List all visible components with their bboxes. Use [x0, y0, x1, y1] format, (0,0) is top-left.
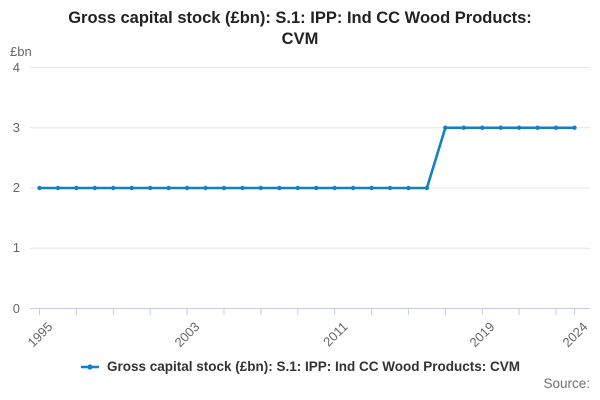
data-point-marker [55, 185, 61, 191]
chart-title: Gross capital stock (£bn): S.1: IPP: Ind… [0, 8, 600, 50]
data-point-marker [369, 185, 374, 191]
y-axis-unit-label: £bn [10, 44, 32, 59]
data-point-marker [350, 185, 356, 191]
y-tick-label: 3 [12, 119, 20, 135]
data-point-marker [258, 185, 264, 191]
data-point-marker [111, 185, 116, 191]
chart-title-line1: Gross capital stock (£bn): S.1: IPP: Ind… [68, 9, 532, 27]
data-point-marker [240, 185, 245, 191]
data-point-marker [92, 185, 98, 191]
data-point-marker [129, 185, 134, 191]
data-point-marker [535, 125, 540, 130]
data-point-marker [516, 125, 522, 130]
data-point-marker [498, 125, 503, 130]
data-point-marker [553, 125, 559, 130]
legend-series-label: Gross capital stock (£bn): S.1: IPP: Ind… [106, 359, 521, 374]
data-point-marker [461, 125, 467, 130]
data-point-marker [480, 125, 485, 130]
legend: Gross capital stock (£bn): S.1: IPP: Ind… [0, 359, 600, 374]
data-point-marker [387, 185, 393, 191]
data-point-marker [314, 185, 319, 191]
data-point-marker [166, 185, 171, 191]
data-point-marker [203, 185, 208, 191]
data-point-marker [147, 185, 153, 191]
source-label: Source: [543, 376, 590, 391]
y-tick-label: 1 [12, 240, 20, 256]
data-point-marker [295, 185, 300, 191]
data-point-marker [424, 185, 430, 191]
data-point-marker [406, 185, 411, 191]
chart-title-line2: CVM [281, 30, 319, 48]
data-point-marker [221, 185, 227, 191]
data-point-marker [572, 125, 577, 130]
y-tick-label: 4 [12, 59, 20, 75]
y-tick-label: 0 [12, 300, 20, 316]
data-point-marker [184, 185, 190, 191]
series-line [38, 126, 576, 190]
data-point-marker [443, 125, 448, 130]
legend-line-marker-icon [80, 363, 99, 370]
data-point-marker [332, 185, 337, 191]
data-point-marker [37, 185, 42, 191]
data-point-marker [74, 185, 79, 191]
y-tick-label: 2 [12, 180, 20, 195]
data-point-marker [277, 185, 282, 191]
